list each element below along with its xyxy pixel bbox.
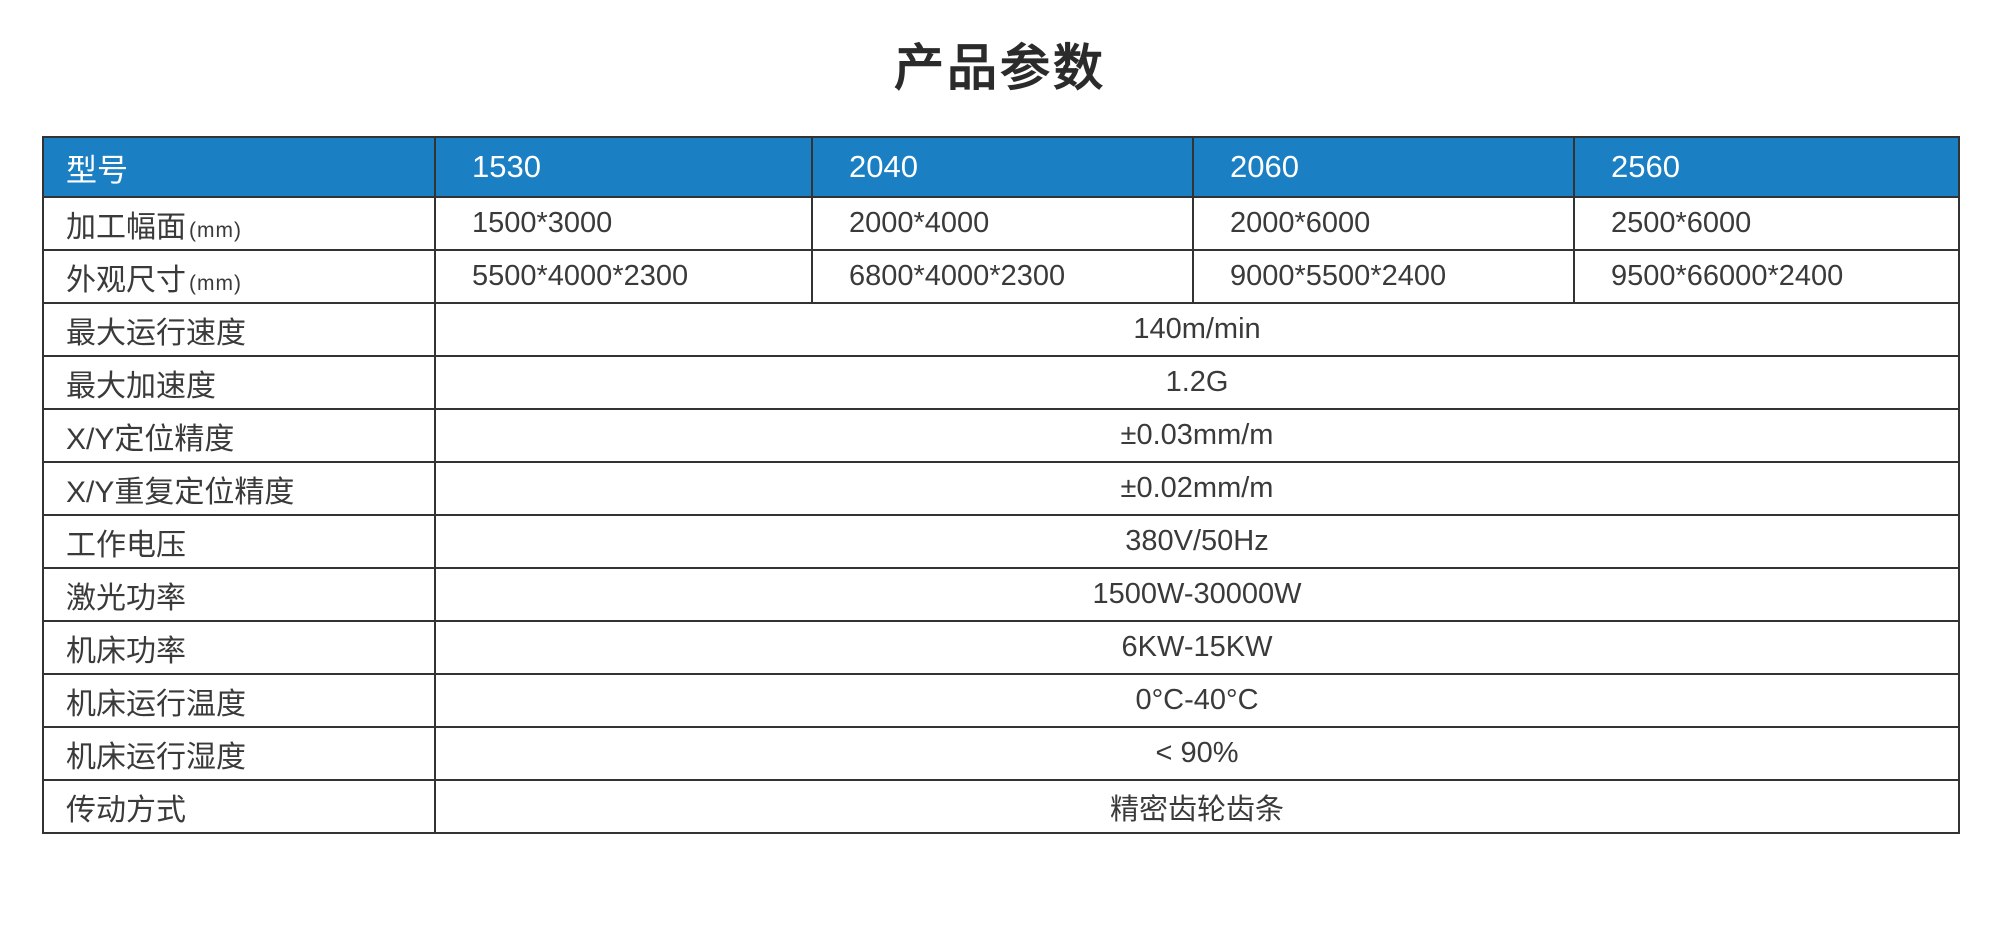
cell-value-merged: 140m/min <box>434 302 1960 357</box>
table-row-laser-power: 激光功率 1500W-30000W <box>42 567 1960 622</box>
cell-value-merged: 精密齿轮齿条 <box>434 779 1960 834</box>
row-label-positioning-accuracy: X/Y定位精度 <box>42 408 436 463</box>
cell-value: 9000*5500*2400 <box>1192 249 1575 304</box>
table-row-operating-humidity: 机床运行湿度 < 90% <box>42 726 1960 781</box>
header-cell-model-2560: 2560 <box>1573 136 1960 198</box>
cell-value-merged: 1.2G <box>434 355 1960 410</box>
cell-value-merged: 6KW-15KW <box>434 620 1960 675</box>
cell-value: 2000*6000 <box>1192 196 1575 251</box>
row-label-operating-humidity: 机床运行湿度 <box>42 726 436 781</box>
header-cell-model: 型号 <box>42 136 436 198</box>
cell-value: 1500*3000 <box>434 196 813 251</box>
cell-value-merged: < 90% <box>434 726 1960 781</box>
row-label-repeat-positioning-accuracy: X/Y重复定位精度 <box>42 461 436 516</box>
table-row-machine-power: 机床功率 6KW-15KW <box>42 620 1960 675</box>
cell-value: 2500*6000 <box>1573 196 1960 251</box>
row-label-laser-power: 激光功率 <box>42 567 436 622</box>
table-row-working-voltage: 工作电压 380V/50Hz <box>42 514 1960 569</box>
row-label-transmission-mode: 传动方式 <box>42 779 436 834</box>
row-label-max-acceleration: 最大加速度 <box>42 355 436 410</box>
cell-value-merged: 380V/50Hz <box>434 514 1960 569</box>
row-label-working-area: 加工幅面 (mm) <box>42 196 436 251</box>
product-parameters-table: 型号 1530 2040 2060 2560 加工幅面 (mm) 1500*300… <box>42 136 1960 834</box>
cell-value: 5500*4000*2300 <box>434 249 813 304</box>
row-label-working-voltage: 工作电压 <box>42 514 436 569</box>
table-row-max-acceleration: 最大加速度 1.2G <box>42 355 1960 410</box>
table-header-row: 型号 1530 2040 2060 2560 <box>42 136 1960 198</box>
row-label-dimensions: 外观尺寸 (mm) <box>42 249 436 304</box>
page-title: 产品参数 <box>894 40 1106 96</box>
cell-value-merged: 0°C-40°C <box>434 673 1960 728</box>
table-row-positioning-accuracy: X/Y定位精度 ±0.03mm/m <box>42 408 1960 463</box>
row-label-machine-power: 机床功率 <box>42 620 436 675</box>
header-cell-model-2040: 2040 <box>811 136 1194 198</box>
cell-value: 2000*4000 <box>811 196 1194 251</box>
row-label-text: 加工幅面 <box>66 210 186 244</box>
row-label-unit: (mm) <box>189 271 242 295</box>
header-cell-model-2060: 2060 <box>1192 136 1575 198</box>
table-row-repeat-positioning-accuracy: X/Y重复定位精度 ±0.02mm/m <box>42 461 1960 516</box>
row-label-max-speed: 最大运行速度 <box>42 302 436 357</box>
table-row-max-speed: 最大运行速度 140m/min <box>42 302 1960 357</box>
row-label-text: 外观尺寸 <box>66 263 186 297</box>
cell-value-merged: 1500W-30000W <box>434 567 1960 622</box>
table-row-dimensions: 外观尺寸 (mm) 5500*4000*2300 6800*4000*2300 9… <box>42 249 1960 304</box>
table-row-operating-temperature: 机床运行温度 0°C-40°C <box>42 673 1960 728</box>
cell-value-merged: ±0.03mm/m <box>434 408 1960 463</box>
row-label-unit: (mm) <box>189 218 242 242</box>
cell-value: 9500*66000*2400 <box>1573 249 1960 304</box>
cell-value: 6800*4000*2300 <box>811 249 1194 304</box>
header-cell-model-1530: 1530 <box>434 136 813 198</box>
table-row-working-area: 加工幅面 (mm) 1500*3000 2000*4000 2000*6000 2… <box>42 196 1960 251</box>
row-label-operating-temperature: 机床运行温度 <box>42 673 436 728</box>
cell-value-merged: ±0.02mm/m <box>434 461 1960 516</box>
table-row-transmission-mode: 传动方式 精密齿轮齿条 <box>42 779 1960 834</box>
